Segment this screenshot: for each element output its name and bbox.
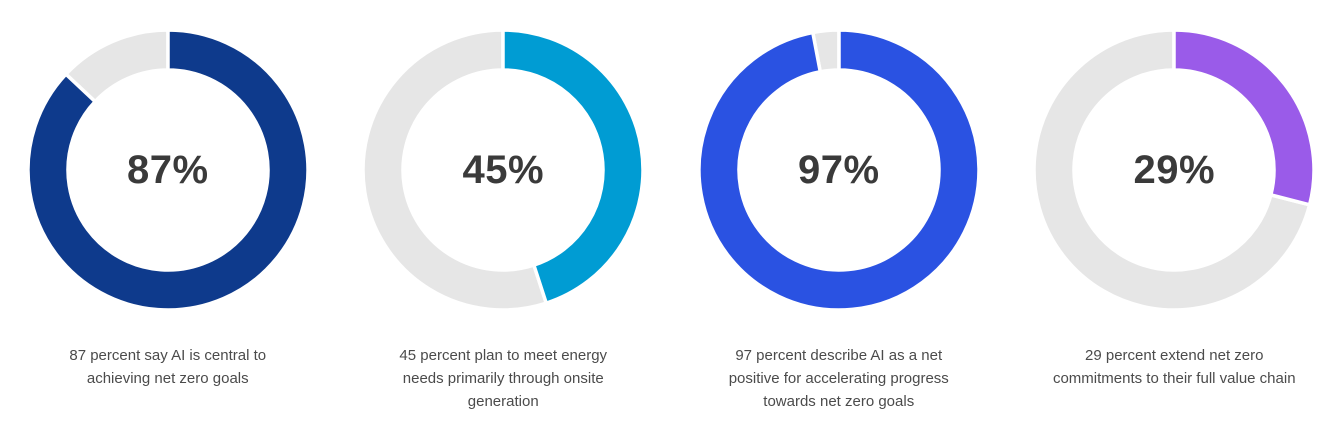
donut-chart [1032, 28, 1316, 312]
stat-card: 29% 29 percent extend net zero commitmen… [1007, 28, 1342, 390]
donut-remainder-slice [361, 28, 549, 312]
donut-chart-wrap: 45% [361, 28, 645, 312]
stat-card: 87% 87 percent say AI is central to achi… [0, 28, 336, 390]
donut-value-slice [26, 28, 310, 312]
stat-caption: 97 percent describe AI as a net positive… [728, 347, 949, 410]
donut-chart-wrap: 87% [26, 28, 310, 312]
stat-card: 45% 45 percent plan to meet energy needs… [336, 28, 672, 413]
donut-chart [361, 28, 645, 312]
stat-caption: 87 percent say AI is central to achievin… [69, 347, 267, 387]
donut-chart [697, 28, 981, 312]
donut-chart [26, 28, 310, 312]
donut-value-slice [1172, 28, 1316, 207]
donut-chart-wrap: 97% [697, 28, 981, 312]
donut-value-slice [501, 28, 645, 305]
stat-caption: 29 percent extend net zero commitments t… [1052, 347, 1296, 387]
stat-caption: 45 percent plan to meet energy needs pri… [399, 347, 608, 410]
donut-value-slice [697, 28, 981, 312]
donut-chart-wrap: 29% [1032, 28, 1316, 312]
donut-remainder-slice [1032, 28, 1312, 312]
stat-card: 97% 97 percent describe AI as a net posi… [671, 28, 1007, 413]
